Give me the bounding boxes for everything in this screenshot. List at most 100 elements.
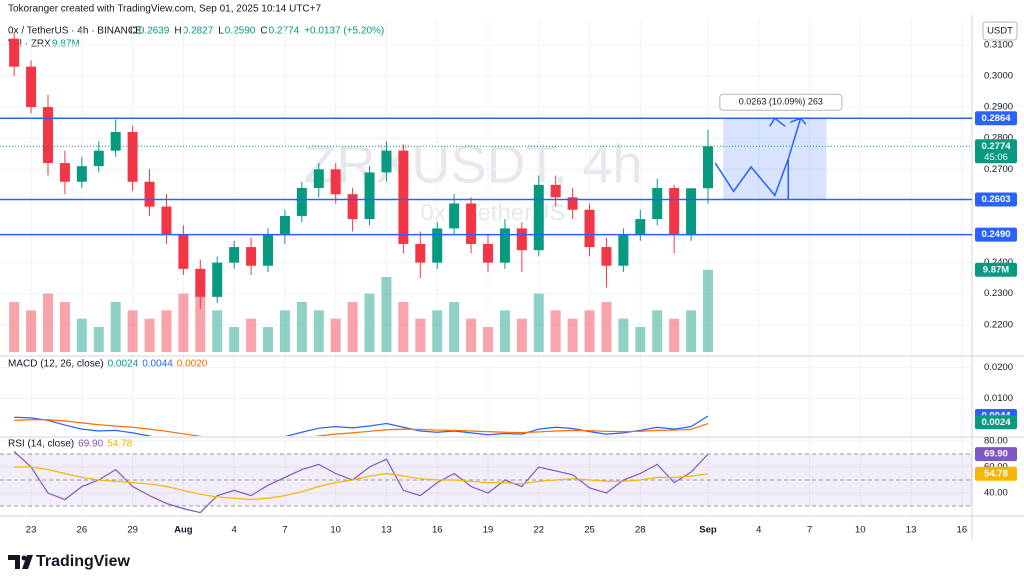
last-price-tag-sub: 45:06 [984, 152, 1008, 163]
indicator-line [14, 415, 709, 436]
candle-body [26, 66, 37, 108]
volume-bar [499, 310, 510, 352]
brand: TradingView [36, 553, 131, 570]
volume-bar [144, 318, 155, 352]
brand-logo [8, 555, 33, 569]
y-tick-label: 0.2300 [984, 288, 1013, 299]
candle-body [381, 150, 392, 173]
volume-bar [415, 318, 426, 352]
x-tick-label: 28 [635, 525, 646, 536]
candle-body [313, 169, 324, 188]
indicator-title: MACD (12, 26, close) [8, 359, 104, 370]
volume-bar [669, 318, 680, 352]
indicator-legend-value: 0.0024 [108, 359, 139, 370]
last-price-tag-bg [975, 139, 1017, 164]
volume-bar [483, 327, 493, 352]
volume-legend-label: Vol · ZRX [8, 39, 51, 50]
volume-bar [449, 302, 460, 352]
y-tick-label: 0.0200 [984, 362, 1013, 373]
candle-body [229, 247, 240, 263]
y-tick-label: 0.3000 [984, 71, 1013, 82]
volume-bar [93, 327, 104, 352]
volume-bar [601, 302, 612, 352]
y-tick-label: 0.2400 [984, 257, 1013, 268]
indicator-tag-bg [975, 415, 1017, 430]
candle-body [432, 228, 443, 263]
candle-body [398, 150, 409, 244]
y-tick-label: 0.2800 [984, 133, 1013, 144]
x-tick-label: 25 [584, 525, 595, 536]
candle-body [330, 169, 341, 195]
ohlc-legend: O 0.2639 H 0.2827 L 0.2590 C 0.2774 [130, 26, 300, 37]
y-tick-label: 0.2900 [984, 102, 1013, 113]
candle-body [533, 184, 544, 251]
x-tick-label: 26 [77, 525, 88, 536]
indicator-line [14, 419, 709, 436]
x-tick-label: 13 [906, 525, 917, 536]
candle-body [466, 203, 477, 244]
credit: Tokoranger created with TradingView.com,… [8, 4, 321, 15]
volume-bar [398, 302, 409, 352]
candle-body [9, 38, 20, 67]
indicator-legend-value: 54.78 [107, 439, 132, 450]
indicator-tag: 54.78 [984, 468, 1008, 479]
indicator-legend-value: 69.90 [78, 439, 103, 450]
symbol: 0x / TetherUS · 4h · BINANCE [8, 26, 142, 37]
volume-bar [127, 310, 138, 352]
volume-bar [279, 310, 290, 352]
candle-body [584, 209, 595, 248]
candle-body [449, 203, 460, 229]
level-tag: 0.2490 [981, 229, 1010, 240]
y-tick-label: 40.00 [984, 488, 1008, 499]
ohlc-value: 0.2774 [269, 26, 300, 37]
indicator-pane [0, 450, 972, 514]
currency[interactable]: USDT [987, 26, 1013, 37]
volume-bar [110, 302, 121, 352]
indicator-tag-bg [975, 466, 1017, 481]
candle-body [483, 243, 493, 263]
x-tick-label: 7 [282, 525, 287, 536]
volume-bar [584, 310, 595, 352]
indicator-tag: 69.90 [984, 449, 1008, 460]
projection-label: 0.0263 (10.09%) 263 [739, 97, 823, 107]
candle-body [652, 187, 663, 220]
volume-bar [296, 302, 307, 352]
candle-body [686, 188, 697, 235]
candle-body [635, 219, 646, 235]
candle-body [59, 163, 70, 182]
currency-box[interactable] [982, 21, 1018, 41]
level-tag-bg [975, 111, 1017, 126]
volume-bar [635, 327, 646, 352]
candle-body [144, 181, 155, 207]
watermark: ZRXUSDT, 4h [303, 134, 642, 194]
volume-bar [550, 310, 561, 352]
indicator-line [13, 450, 709, 514]
volume-bar [229, 327, 240, 352]
volume-bar [347, 302, 358, 352]
candle-body [43, 107, 53, 164]
y-tick-label: 0.3100 [984, 39, 1013, 50]
volume-bar [686, 310, 697, 352]
volume-bar [364, 293, 375, 352]
level-tag-bg [975, 227, 1017, 242]
candle-body [703, 146, 713, 189]
candle-body [296, 187, 307, 216]
projection-label-bg [719, 93, 843, 111]
candle-body [93, 150, 104, 167]
candle-body [567, 197, 578, 210]
indicator-tag: 0.0024 [981, 417, 1011, 428]
candle-body [550, 184, 561, 198]
volume-bar [76, 318, 87, 352]
candle-body [127, 131, 138, 182]
x-tick-label: Sep [699, 525, 717, 536]
candle-body [110, 131, 121, 151]
x-tick-label: 10 [330, 525, 341, 536]
candle-body [347, 194, 358, 220]
volume-tag: 9.87M [983, 264, 1009, 275]
x-tick-label: 16 [432, 525, 443, 536]
volume-bar [178, 293, 189, 352]
x-tick-label: 19 [483, 525, 494, 536]
indicator-pane [14, 415, 709, 436]
